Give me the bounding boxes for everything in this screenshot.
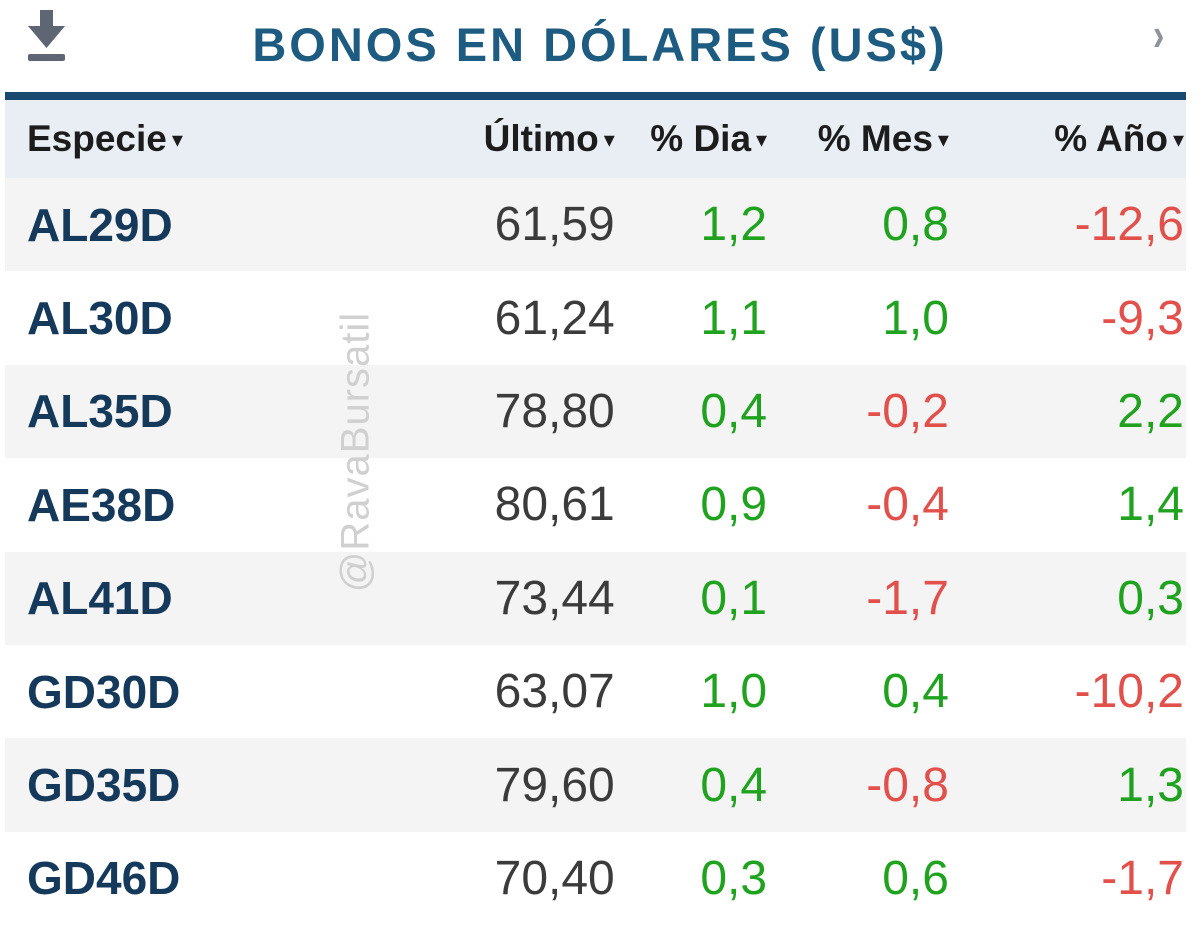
ticker-cell[interactable]: AL41D	[27, 572, 173, 625]
table-row: AL30D 61,24 1,1 1,0 -9,3	[5, 271, 1186, 365]
sort-arrow-icon: ▾	[171, 127, 183, 152]
download-icon	[28, 10, 65, 61]
ultimo-cell: 73,44	[494, 571, 615, 625]
divider-bar	[5, 92, 1186, 100]
anio-cell: -9,3	[1101, 291, 1184, 345]
ticker-cell[interactable]: AL35D	[27, 385, 173, 438]
mes-cell: -0,8	[866, 758, 949, 812]
dia-cell: 0,1	[700, 571, 768, 625]
mes-cell: 0,4	[882, 665, 949, 719]
ultimo-cell: 78,80	[494, 384, 615, 438]
ultimo-cell: 63,07	[494, 665, 615, 719]
ultimo-cell: 79,60	[494, 758, 615, 812]
dia-cell: 0,4	[700, 758, 768, 812]
sort-arrow-icon: ▾	[937, 127, 949, 152]
column-header-mes[interactable]: % Mes ▾	[817, 118, 949, 159]
chevron-right-icon[interactable]: ›	[1152, 8, 1165, 60]
sort-arrow-icon: ▾	[603, 127, 615, 152]
table-row: AL41D 73,44 0,1 -1,7 0,3	[5, 551, 1186, 645]
mes-cell: -1,7	[866, 571, 949, 625]
ultimo-cell: 70,40	[494, 851, 615, 905]
table-row: GD46D 70,40 0,3 0,6 -1,7	[5, 831, 1186, 925]
table-row: AL35D 78,80 0,4 -0,2 2,2	[5, 364, 1186, 459]
ticker-cell[interactable]: AE38D	[27, 478, 176, 531]
column-header-anio[interactable]: % Año ▾	[1054, 118, 1184, 159]
column-header-dia[interactable]: % Dia ▾	[650, 118, 768, 159]
sort-arrow-icon: ▾	[756, 127, 768, 152]
anio-cell: -10,2	[1074, 665, 1184, 719]
table-row: GD30D 63,07 1,0 0,4 -10,2	[5, 644, 1186, 739]
anio-cell: -1,7	[1101, 851, 1184, 905]
ticker-cell[interactable]: GD30D	[27, 665, 181, 718]
ticker-cell[interactable]: GD35D	[27, 759, 181, 812]
ultimo-cell: 61,59	[494, 198, 615, 252]
table-row: AL29D 61,59 1,2 0,8 -12,6	[5, 178, 1186, 272]
widget-header: BONOS EN DÓLARES (US$) ›	[0, 0, 1200, 92]
ultimo-cell: 80,61	[494, 478, 615, 532]
table-header-row: Especie ▾ Último ▾ % Dia ▾ % Mes ▾ % Año ▾	[5, 100, 1186, 178]
table-row: AE38D 80,61 0,9 -0,4 1,4	[5, 458, 1186, 552]
download-button[interactable]	[22, 8, 72, 66]
dia-cell: 1,1	[700, 291, 768, 345]
table-row: GD35D 79,60 0,4 -0,8 1,3	[5, 738, 1186, 832]
column-header-ultimo[interactable]: Último ▾	[483, 118, 615, 159]
bonds-table: Especie ▾ Último ▾ % Dia ▾ % Mes ▾ % Año ▾ AL…	[5, 100, 1186, 925]
ultimo-cell: 61,24	[494, 291, 615, 345]
mes-cell: 1,0	[882, 291, 949, 345]
mes-cell: 0,6	[882, 851, 949, 905]
ticker-cell[interactable]: AL29D	[27, 198, 173, 251]
mes-cell: -0,4	[866, 478, 949, 532]
dia-cell: 1,0	[700, 665, 768, 719]
dia-cell: 0,3	[700, 851, 768, 905]
bonds-table-panel: Especie ▾ Último ▾ % Dia ▾ % Mes ▾ % Año ▾ AL…	[5, 92, 1186, 925]
anio-cell: 1,4	[1117, 478, 1184, 532]
anio-cell: -12,6	[1074, 198, 1184, 252]
page-title: BONOS EN DÓLARES (US$)	[252, 17, 948, 71]
ticker-cell[interactable]: GD46D	[27, 852, 181, 905]
column-header-especie[interactable]: Especie ▾	[27, 118, 183, 159]
dia-cell: 0,9	[700, 478, 768, 532]
anio-cell: 0,3	[1117, 571, 1184, 625]
anio-cell: 1,3	[1117, 758, 1184, 812]
anio-cell: 2,2	[1117, 384, 1184, 438]
mes-cell: -0,2	[866, 384, 949, 438]
mes-cell: 0,8	[882, 198, 949, 252]
sort-arrow-icon: ▾	[1172, 127, 1184, 152]
dia-cell: 0,4	[700, 384, 768, 438]
ticker-cell[interactable]: AL30D	[27, 292, 173, 345]
dia-cell: 1,2	[700, 198, 768, 252]
